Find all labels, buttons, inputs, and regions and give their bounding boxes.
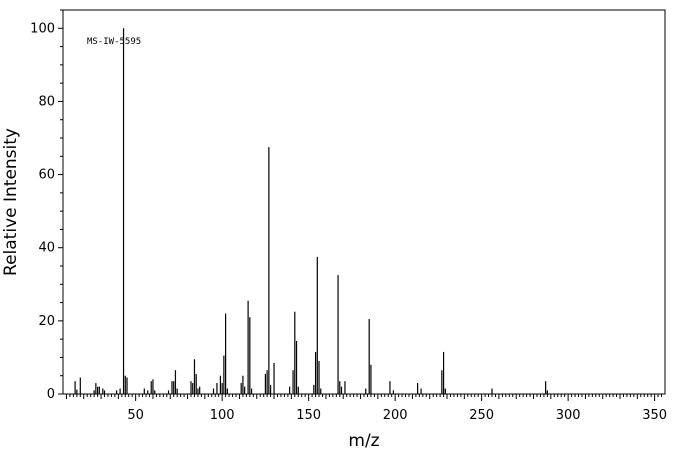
x-tick-label: 200 — [383, 408, 408, 423]
spectrum-id-annotation: MS-IW-5595 — [87, 37, 141, 47]
x-tick-label: 50 — [127, 408, 144, 423]
y-tick-label: 80 — [38, 94, 55, 109]
x-axis-ticks: 50 100 150 200 250 300 350 — [65, 394, 667, 423]
x-axis-label: m/z — [348, 431, 379, 451]
y-tick-label: 100 — [30, 21, 55, 36]
x-tick-label: 350 — [642, 408, 667, 423]
y-axis-label: Relative Intensity — [1, 128, 21, 276]
y-tick-label: 20 — [38, 314, 55, 329]
plot-frame — [62, 9, 666, 395]
y-tick-label: 60 — [38, 168, 55, 183]
y-tick-label: 40 — [38, 241, 55, 256]
x-tick-label: 250 — [469, 408, 494, 423]
y-tick-label: 0 — [47, 387, 55, 402]
x-tick-label: 150 — [296, 408, 321, 423]
spectrum-peaks — [74, 28, 548, 394]
x-tick-label: 300 — [556, 408, 581, 423]
y-axis-ticks: 0 20 40 60 80 100 — [30, 9, 63, 402]
x-tick-label: 100 — [210, 408, 235, 423]
